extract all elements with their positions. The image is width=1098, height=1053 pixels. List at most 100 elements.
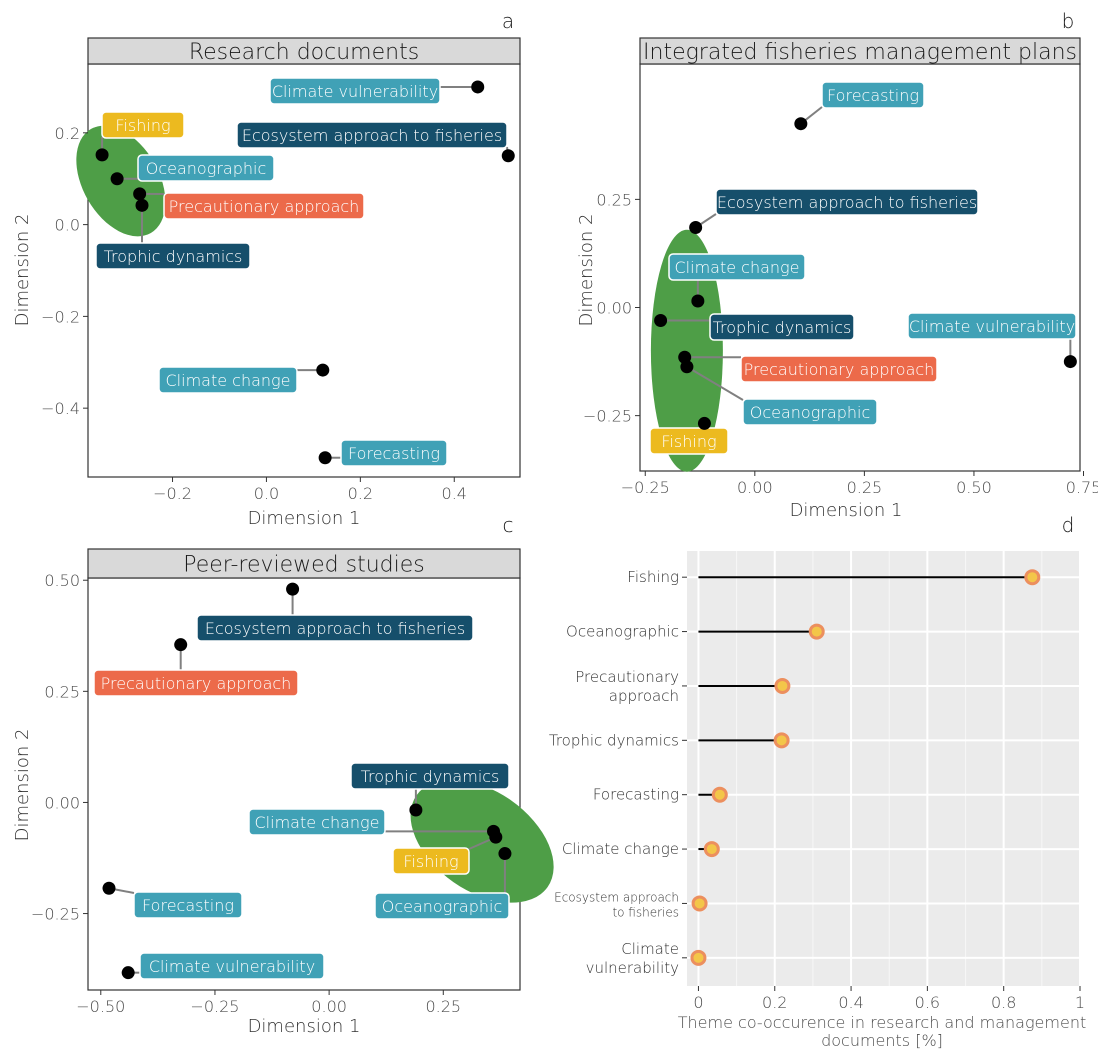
- lollipop-point: [691, 895, 708, 912]
- point-label-box: [374, 892, 510, 920]
- y-axis-title: Dimension 2: [12, 729, 33, 842]
- category-label-line: Fishing: [627, 568, 679, 586]
- x-axis-title: Dimension 1: [790, 500, 903, 521]
- category-label-line: Precautionary: [575, 668, 679, 686]
- data-point: [1063, 355, 1077, 369]
- data-point: [409, 803, 423, 817]
- x-axis-title: Dimension 1: [248, 1016, 361, 1037]
- panel-letter: d: [1062, 513, 1075, 537]
- point-label-box: [158, 366, 298, 394]
- point-label: Climate change: [675, 258, 800, 277]
- x-tick-label: 1: [1075, 993, 1085, 1012]
- category-label-line: Ecosystem approach: [554, 890, 679, 904]
- y-axis-title: Dimension 2: [576, 214, 597, 327]
- data-point: [689, 220, 703, 234]
- point-label-box: [93, 669, 299, 697]
- point-label-box: [248, 808, 386, 836]
- category-label: Ecosystem approach to fisheries: [554, 890, 679, 919]
- point-label: Forecasting: [142, 896, 234, 915]
- x-axis-title-line: documents [%]: [821, 1031, 943, 1050]
- point-label: Precautionary approach: [101, 674, 292, 693]
- facet-strip: [87, 37, 521, 65]
- data-point: [489, 830, 503, 844]
- point-label: Trophic dynamics: [713, 318, 852, 337]
- y-tick-label: −0.4: [41, 399, 80, 418]
- y-tick-label: 0.50: [44, 571, 80, 590]
- facet-title: Research documents: [189, 40, 419, 65]
- point-label: Climate change: [166, 371, 291, 390]
- category-label-line: Oceanographic: [566, 623, 679, 641]
- point-label-box: [668, 253, 806, 281]
- leader-line: [686, 365, 744, 401]
- x-tick-label: 0.25: [847, 478, 883, 497]
- point-label-box: [350, 762, 510, 790]
- point-label-box: [392, 847, 470, 875]
- x-tick-label: 0.0: [254, 484, 279, 503]
- point-label: Climate change: [255, 813, 380, 832]
- data-point: [110, 172, 124, 186]
- facet-title: Integrated fisheries management plans: [643, 40, 1077, 65]
- point-label-box: [907, 312, 1077, 340]
- panel-b: Integrated fisheries management plans b −0…: [576, 9, 1098, 521]
- point-label-box: [709, 313, 855, 341]
- point-label-box: [269, 77, 441, 105]
- y-tick-label: 0.0: [55, 216, 80, 235]
- x-tick-label: 0.00: [311, 997, 347, 1016]
- point-label: Trophic dynamics: [104, 247, 243, 266]
- point-label: Oceanographic: [382, 897, 503, 916]
- category-label: Oceanographic: [566, 623, 679, 641]
- point-label: Ecosystem approach to fisheries: [205, 619, 465, 638]
- lollipop-point: [690, 949, 707, 966]
- category-label: Trophic dynamics: [549, 731, 679, 749]
- x-tick-label: 0.75: [1066, 478, 1098, 497]
- y-tick-label: −0.25: [31, 905, 80, 924]
- point-label: Ecosystem approach to fisheries: [242, 126, 502, 145]
- point-label-box: [95, 242, 251, 270]
- data-point: [133, 187, 147, 201]
- data-point: [316, 363, 330, 377]
- x-tick-label: −0.25: [190, 997, 239, 1016]
- x-tick-label: 0.00: [737, 478, 773, 497]
- category-label: Forecasting: [593, 786, 679, 804]
- point-label: Trophic dynamics: [361, 767, 500, 786]
- y-tick-label: −0.2: [41, 307, 80, 326]
- panel-a: Research documents a −0.2 0.0 0.2 0.4 0.2 0.0 −0…: [12, 9, 521, 529]
- y-tick-label: 0.00: [596, 299, 632, 318]
- point-label: Fishing: [115, 116, 170, 135]
- category-label-line: vulnerability: [586, 959, 680, 977]
- point-label: Fishing: [403, 852, 458, 871]
- data-point: [286, 582, 300, 596]
- point-label-box: [742, 398, 878, 426]
- point-label: Fishing: [661, 432, 716, 451]
- x-tick-label: 0.2: [762, 993, 787, 1012]
- lollipop-point: [1024, 569, 1041, 586]
- point-label: Forecasting: [827, 86, 919, 105]
- point-label-box: [137, 154, 275, 182]
- point-label-box: [340, 439, 448, 467]
- point-label: Climate vulnerability: [909, 317, 1075, 336]
- data-point: [794, 117, 808, 131]
- category-label-line: Trophic dynamics: [549, 731, 679, 749]
- data-point: [174, 638, 188, 652]
- data-point: [102, 881, 116, 895]
- data-point: [501, 149, 515, 163]
- lollipop-point: [703, 841, 720, 858]
- point-label-box: [236, 121, 508, 149]
- point-label: Precautionary approach: [169, 197, 360, 216]
- data-point: [121, 966, 135, 980]
- cluster-ellipse: [650, 229, 723, 472]
- point-label-box: [649, 427, 729, 455]
- data-point: [95, 148, 109, 162]
- category-label: Climate vulnerability: [586, 940, 680, 977]
- category-label-line: Climate change: [562, 840, 679, 858]
- lollipop-point: [808, 623, 825, 640]
- facet-strip: [639, 37, 1081, 65]
- data-point: [498, 847, 512, 861]
- data-point: [318, 451, 332, 465]
- category-label-line: to fisheries: [612, 905, 679, 919]
- category-label-line: approach: [609, 687, 679, 705]
- panel-letter: b: [1062, 9, 1075, 33]
- x-tick-label: −0.50: [76, 997, 125, 1016]
